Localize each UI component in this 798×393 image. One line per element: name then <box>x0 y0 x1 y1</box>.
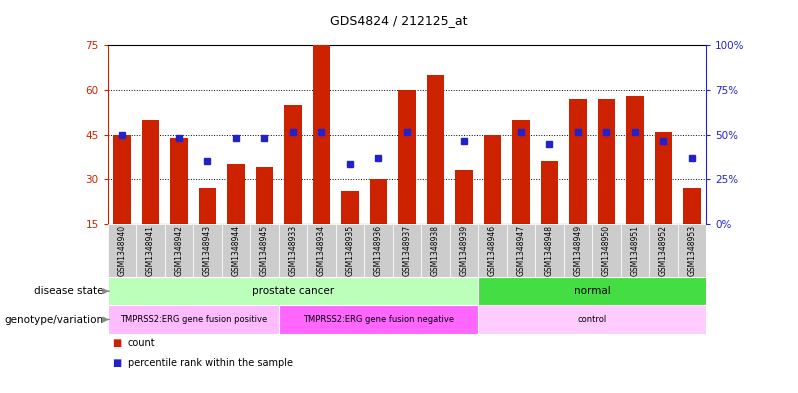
Text: GSM1348950: GSM1348950 <box>602 225 611 276</box>
Text: GSM1348939: GSM1348939 <box>460 225 468 276</box>
Bar <box>484 134 501 224</box>
Text: ■: ■ <box>112 338 121 349</box>
Text: GSM1348946: GSM1348946 <box>488 225 497 276</box>
Text: GSM1348952: GSM1348952 <box>659 225 668 276</box>
Bar <box>592 224 621 277</box>
Bar <box>279 305 478 334</box>
Text: ■: ■ <box>112 358 121 368</box>
Bar <box>251 224 279 277</box>
Bar <box>478 277 706 305</box>
Bar <box>370 179 387 224</box>
Text: GSM1348937: GSM1348937 <box>402 225 412 276</box>
Bar <box>142 120 159 224</box>
Text: GSM1348935: GSM1348935 <box>346 225 354 276</box>
Bar <box>227 164 244 224</box>
Bar <box>678 224 706 277</box>
Bar <box>456 171 472 224</box>
Bar <box>284 105 302 224</box>
Bar <box>307 224 336 277</box>
Text: GSM1348951: GSM1348951 <box>630 225 639 276</box>
Bar <box>650 224 678 277</box>
Bar <box>313 45 330 224</box>
Text: GSM1348949: GSM1348949 <box>574 225 583 276</box>
Bar <box>478 224 507 277</box>
Bar <box>570 99 587 224</box>
Bar <box>364 224 393 277</box>
Bar <box>421 224 450 277</box>
Bar <box>279 224 307 277</box>
Bar <box>199 188 216 224</box>
Bar <box>336 224 364 277</box>
Bar <box>393 224 421 277</box>
Bar <box>108 224 136 277</box>
Bar <box>171 138 188 224</box>
Text: control: control <box>578 315 606 324</box>
Bar <box>164 224 193 277</box>
Text: GSM1348953: GSM1348953 <box>688 225 697 276</box>
Text: GSM1348944: GSM1348944 <box>231 225 240 276</box>
Bar <box>535 224 563 277</box>
Text: GSM1348936: GSM1348936 <box>374 225 383 276</box>
Text: GSM1348940: GSM1348940 <box>117 225 126 276</box>
Bar <box>478 305 706 334</box>
Bar <box>136 224 164 277</box>
Bar <box>342 191 358 224</box>
Text: genotype/variation: genotype/variation <box>5 314 104 325</box>
Bar <box>541 162 558 224</box>
Bar <box>108 277 478 305</box>
Bar <box>108 305 279 334</box>
Bar <box>222 224 251 277</box>
Text: GSM1348942: GSM1348942 <box>175 225 184 276</box>
Bar <box>193 224 222 277</box>
Bar <box>450 224 478 277</box>
Text: GSM1348938: GSM1348938 <box>431 225 440 276</box>
Text: prostate cancer: prostate cancer <box>252 286 334 296</box>
Text: TMPRSS2:ERG gene fusion positive: TMPRSS2:ERG gene fusion positive <box>120 315 267 324</box>
Bar <box>655 132 672 224</box>
Text: GDS4824 / 212125_at: GDS4824 / 212125_at <box>330 14 468 27</box>
Text: GSM1348933: GSM1348933 <box>289 225 298 276</box>
Bar <box>512 120 530 224</box>
Bar <box>427 75 444 224</box>
Bar <box>683 188 701 224</box>
Bar <box>507 224 535 277</box>
Text: GSM1348948: GSM1348948 <box>545 225 554 276</box>
Bar <box>256 167 273 224</box>
Bar <box>398 90 416 224</box>
Bar <box>626 96 643 224</box>
Text: normal: normal <box>574 286 610 296</box>
Text: GSM1348947: GSM1348947 <box>516 225 525 276</box>
Text: percentile rank within the sample: percentile rank within the sample <box>128 358 293 368</box>
Text: count: count <box>128 338 156 349</box>
Text: GSM1348941: GSM1348941 <box>146 225 155 276</box>
Text: TMPRSS2:ERG gene fusion negative: TMPRSS2:ERG gene fusion negative <box>303 315 454 324</box>
Bar <box>563 224 592 277</box>
Bar <box>598 99 615 224</box>
Text: disease state: disease state <box>34 286 104 296</box>
Text: GSM1348945: GSM1348945 <box>260 225 269 276</box>
Bar <box>113 134 131 224</box>
Bar <box>621 224 650 277</box>
Text: GSM1348943: GSM1348943 <box>203 225 212 276</box>
Text: GSM1348934: GSM1348934 <box>317 225 326 276</box>
